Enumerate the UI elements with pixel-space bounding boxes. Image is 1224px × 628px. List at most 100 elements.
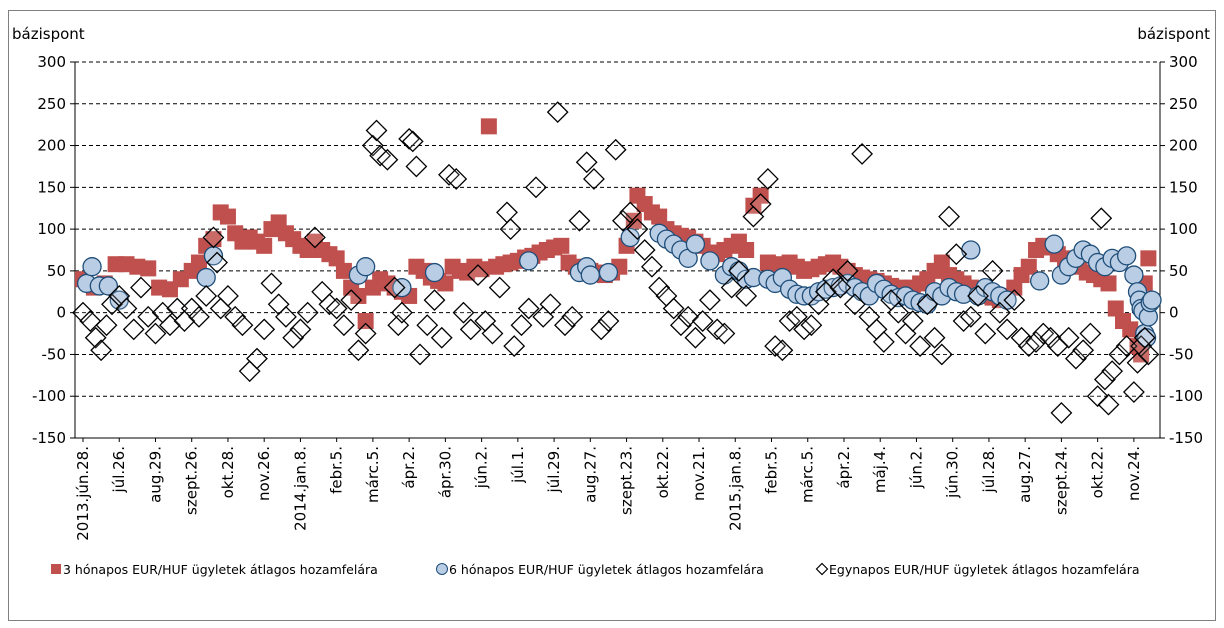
y-tick-label-left: -50	[42, 345, 67, 363]
x-tick-label: jún.2.	[473, 446, 491, 489]
data-point	[503, 335, 526, 358]
data-point	[872, 330, 895, 353]
data-point	[539, 293, 562, 316]
legend-swatch	[51, 564, 61, 574]
data-point	[580, 265, 600, 285]
y-unit-right: bázispont	[1137, 25, 1210, 43]
data-point	[188, 305, 210, 328]
data-point	[720, 276, 743, 299]
y-tick-label-right: -100	[1169, 387, 1203, 405]
data-point	[554, 314, 576, 337]
data-point	[1137, 343, 1160, 366]
data-point	[648, 276, 671, 299]
x-tick-label: ápr.30.	[436, 446, 454, 498]
data-point	[800, 314, 823, 337]
data-point	[749, 193, 772, 215]
y-tick-label-left: 0	[56, 304, 66, 322]
data-point	[392, 277, 412, 298]
data-point	[590, 318, 613, 341]
data-point	[79, 310, 102, 332]
axis-layer: -150 -150 -100 -100 -50 -50 0 0 50 50 100 100 150 150…	[32, 53, 1203, 541]
data-point	[376, 148, 399, 171]
data-point	[1107, 300, 1124, 317]
data-point	[219, 208, 236, 225]
data-point	[691, 310, 714, 332]
data-point	[1003, 289, 1026, 312]
x-tick-label: okt.22.	[654, 446, 672, 498]
data-point	[612, 209, 634, 232]
data-point	[793, 318, 816, 341]
x-tick-label: aug.29.	[146, 446, 164, 503]
data-point	[190, 254, 207, 271]
legend: 3 hónapos EUR/HUF ügyletek átlagos hozam…	[51, 562, 1140, 577]
y-tick-label-left: 100	[37, 220, 66, 238]
data-point	[887, 301, 910, 324]
data-point	[430, 326, 453, 349]
data-point	[296, 301, 319, 324]
data-point	[335, 262, 352, 279]
data-point	[231, 314, 254, 337]
y-tick-label-right: -50	[1169, 345, 1194, 363]
x-tick-label: júl.1.	[509, 446, 527, 484]
data-point	[553, 237, 570, 254]
y-tick-label-right: 200	[1169, 137, 1198, 155]
data-point	[115, 297, 138, 320]
data-point	[369, 144, 392, 167]
data-point	[144, 322, 167, 345]
data-point	[1097, 393, 1120, 416]
data-point	[340, 289, 363, 312]
data-point	[836, 259, 859, 282]
data-point	[1122, 321, 1139, 338]
data-point	[967, 285, 989, 307]
data-point	[519, 251, 539, 271]
data-point	[517, 297, 540, 320]
data-point	[619, 201, 642, 224]
y-tick-label-right: 100	[1169, 220, 1198, 238]
data-point	[1050, 402, 1073, 424]
data-point	[1079, 322, 1102, 345]
y-tick-label-left: -150	[32, 429, 66, 447]
data-point	[706, 318, 729, 341]
data-point	[1101, 360, 1124, 383]
x-tick-label: szept.24.	[1052, 446, 1070, 515]
data-point	[1124, 265, 1144, 285]
data-point	[604, 138, 627, 161]
data-point	[437, 275, 454, 292]
data-point	[583, 168, 605, 190]
data-point	[525, 176, 547, 199]
data-point	[546, 101, 569, 124]
data-point	[195, 285, 218, 307]
data-point	[72, 301, 94, 324]
data-point	[510, 314, 533, 337]
data-point	[202, 226, 225, 249]
x-tick-label: 2013.jún.28.	[74, 446, 92, 541]
data-point	[933, 254, 950, 271]
data-point	[1133, 346, 1150, 363]
data-point	[347, 339, 370, 362]
data-point	[756, 168, 779, 190]
data-point	[282, 326, 305, 349]
y-tick-label-left: 200	[37, 137, 66, 155]
data-point	[633, 239, 656, 261]
data-point	[361, 134, 384, 157]
data-point	[916, 293, 939, 316]
data-point	[423, 289, 446, 312]
data-point	[253, 318, 276, 341]
data-point	[561, 305, 584, 328]
data-point	[499, 218, 522, 241]
x-tick-label: júl.26.	[110, 446, 128, 493]
x-tick-label: júl.29.	[545, 446, 563, 493]
data-point	[180, 297, 203, 320]
data-point	[398, 127, 421, 150]
data-point	[217, 285, 239, 307]
series-diamond	[72, 101, 1160, 424]
data-point	[1030, 271, 1050, 291]
data-point	[981, 259, 1004, 282]
x-tick-label: aug.27.	[1016, 446, 1034, 503]
data-point	[98, 276, 119, 296]
x-tick-label: szept.23.	[618, 446, 636, 515]
data-point	[256, 237, 273, 254]
data-point	[952, 310, 975, 332]
